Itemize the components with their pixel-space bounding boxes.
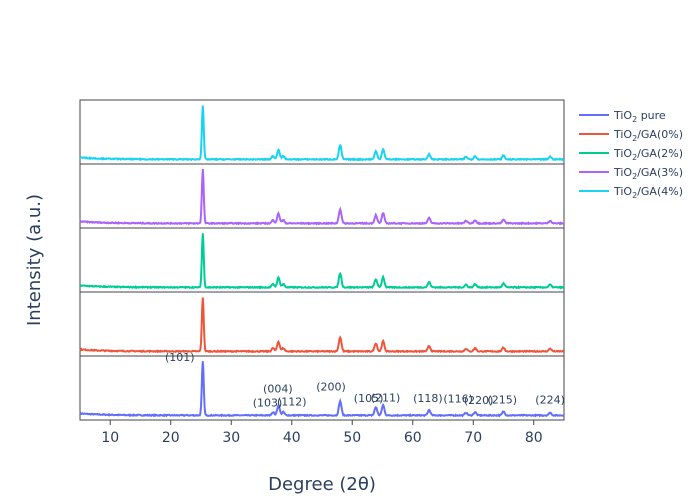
legend-item-5[interactable]: TiO2/GA(4%)	[579, 185, 683, 200]
x-tick-label-8: 80	[525, 430, 543, 446]
legend-item-2[interactable]: TiO2/GA(0%)	[579, 128, 683, 143]
peak-label-2: (004)	[263, 382, 293, 395]
series-line-4	[79, 169, 565, 226]
series-line-3	[79, 233, 565, 290]
peak-label-11: (215)	[487, 393, 517, 406]
panel-frame-2	[79, 163, 565, 229]
x-tick-label-2: 20	[162, 430, 180, 446]
peak-label-12: (224)	[535, 393, 565, 406]
series-line-1	[79, 361, 565, 418]
peak-label-10: (220)	[464, 394, 494, 407]
x-tick-label-4: 40	[283, 430, 301, 446]
series-line-2	[79, 297, 565, 354]
panel-frames	[79, 99, 565, 421]
peak-label-8: (118)	[413, 392, 443, 405]
legend-label-4: TiO2/GA(3%)	[613, 166, 683, 181]
legend-label-2: TiO2/GA(0%)	[613, 128, 683, 143]
peak-label-4: (112)	[277, 395, 307, 408]
peak-annotations: (101) (004) (103)(112) (200) (105)(211) (118)…	[165, 351, 565, 409]
peak-label-9: (116)	[443, 393, 473, 406]
peak-label-6: (105)	[354, 392, 384, 405]
legend-label-1: TiO2 pure	[613, 109, 666, 124]
panel-frame-3	[79, 227, 565, 293]
legend-item-4[interactable]: TiO2/GA(3%)	[579, 166, 683, 181]
x-tick-label-3: 30	[222, 430, 240, 446]
legend-label-3: TiO2/GA(2%)	[613, 147, 683, 162]
panel-frame-5	[79, 355, 565, 421]
peak-label-7: (211)	[371, 391, 401, 404]
legend-label-5: TiO2/GA(4%)	[613, 185, 683, 200]
x-tick-label-1: 10	[101, 430, 119, 446]
series-traces	[79, 105, 565, 418]
legend[interactable]: TiO2 pure TiO2/GA(0%) TiO2/GA(2%) TiO2/GA(3…	[579, 109, 683, 200]
peak-label-5: (200)	[316, 381, 346, 394]
x-tick-label-6: 60	[404, 430, 422, 446]
peak-label-1: (101)	[165, 351, 195, 364]
panel-frame-4	[79, 291, 565, 357]
peak-label-3: (103)	[253, 397, 283, 410]
x-axis-ticks: 10 20 30 40 50 60 70 80	[101, 420, 543, 446]
y-axis-title: Intensity (a.u.)	[24, 194, 45, 326]
x-tick-label-7: 70	[464, 430, 482, 446]
legend-item-3[interactable]: TiO2/GA(2%)	[579, 147, 683, 162]
series-line-5	[79, 105, 565, 162]
panel-frame-1	[79, 99, 565, 165]
x-axis-title: Degree (2θ)	[268, 474, 376, 495]
legend-item-1[interactable]: TiO2 pure	[579, 109, 666, 124]
x-tick-label-5: 50	[343, 430, 361, 446]
